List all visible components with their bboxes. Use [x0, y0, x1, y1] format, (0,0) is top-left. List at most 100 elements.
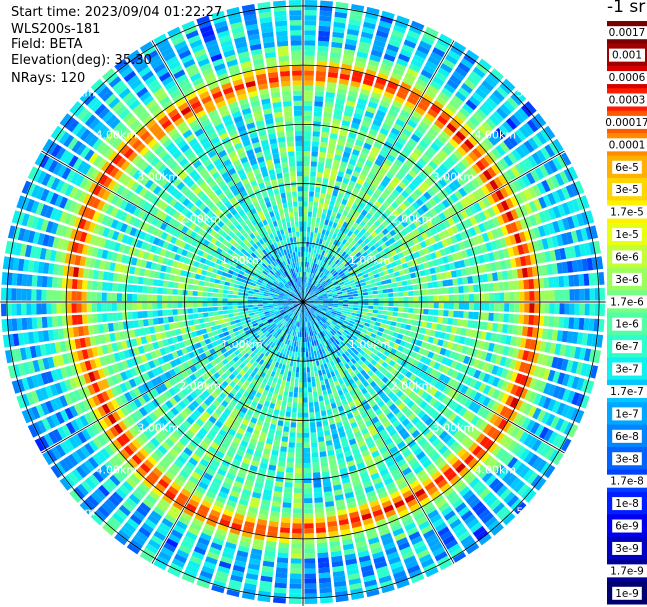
- range-bin: [460, 451, 471, 462]
- range-bin: [552, 205, 562, 219]
- range-bin: [538, 315, 545, 326]
- range-bin: [372, 349, 379, 355]
- range-bin: [397, 312, 404, 318]
- range-bin: [491, 164, 501, 175]
- range-bin: [422, 315, 429, 321]
- range-bin: [329, 423, 337, 430]
- range-bin: [294, 320, 297, 326]
- range-bin: [314, 310, 320, 315]
- range-bin: [386, 412, 395, 420]
- range-bin: [303, 357, 306, 363]
- range-bin: [470, 329, 477, 338]
- range-bin: [408, 182, 417, 192]
- range-bin: [324, 287, 330, 291]
- range-bin: [352, 290, 358, 294]
- range-bin: [339, 226, 346, 232]
- range-bin: [330, 428, 338, 435]
- range-bin: [329, 540, 341, 548]
- range-bin: [447, 49, 461, 61]
- range-bin: [408, 365, 416, 373]
- range-bin: [547, 431, 558, 445]
- range-bin: [318, 359, 323, 366]
- range-bin: [475, 87, 488, 100]
- range-bin: [362, 311, 368, 316]
- range-bin: [356, 102, 366, 111]
- range-bin: [518, 401, 528, 413]
- range-bin: [448, 455, 459, 466]
- range-bin: [475, 529, 489, 542]
- range-bin: [366, 407, 374, 415]
- range-bin: [305, 261, 307, 267]
- range-bin: [422, 247, 430, 255]
- range-bin: [478, 340, 485, 350]
- range-bin: [377, 523, 389, 532]
- range-bin: [363, 298, 369, 302]
- range-bin: [289, 340, 293, 346]
- range-bin: [425, 26, 439, 37]
- range-bin: [565, 184, 575, 198]
- range-bin: [323, 486, 332, 493]
- range-bin: [321, 250, 326, 256]
- range-bin: [413, 308, 419, 314]
- range-bin: [341, 347, 347, 353]
- range-bin: [303, 161, 310, 167]
- range-bin: [316, 65, 327, 72]
- range-bin: [385, 86, 397, 95]
- range-bin: [427, 260, 435, 268]
- range-bin: [457, 506, 470, 517]
- range-bin: [441, 272, 447, 280]
- range-bin: [386, 551, 400, 561]
- range-bin: [311, 257, 315, 264]
- range-bin: [289, 437, 296, 443]
- range-bin: [303, 306, 305, 312]
- range-bin: [279, 410, 286, 417]
- range-bin: [492, 217, 500, 227]
- range-bin: [333, 239, 338, 246]
- range-bin: [339, 129, 348, 137]
- range-bin: [288, 335, 292, 341]
- range-bin: [334, 339, 340, 345]
- range-bin: [367, 363, 374, 370]
- range-bin: [274, 404, 281, 411]
- range-bin: [362, 216, 370, 224]
- range-bin: [362, 292, 368, 296]
- range-bin: [389, 149, 399, 158]
- range-bin: [499, 451, 510, 463]
- range-bin: [398, 307, 404, 312]
- range-bin: [364, 579, 378, 588]
- range-bin: [347, 501, 357, 509]
- range-bin: [373, 306, 379, 310]
- range-bin: [357, 231, 364, 239]
- range-bin: [304, 85, 314, 91]
- range-bin: [394, 197, 403, 206]
- range-bin: [574, 289, 580, 301]
- range-bin: [362, 517, 374, 526]
- range-bin: [327, 295, 333, 298]
- range-bin: [352, 448, 360, 455]
- range-bin: [352, 375, 359, 382]
- range-bin: [309, 283, 312, 289]
- range-bin: [344, 205, 351, 213]
- range-bin: [383, 188, 392, 196]
- range-bin: [557, 372, 566, 385]
- range-bin: [424, 164, 434, 174]
- range-bin: [426, 275, 433, 282]
- range-bin: [316, 350, 320, 356]
- range-bin: [404, 186, 413, 195]
- range-bin: [310, 371, 315, 377]
- range-bin: [328, 418, 335, 425]
- range-bin: [307, 316, 311, 322]
- range-bin: [307, 299, 313, 301]
- ppi-bins: [1, 0, 605, 604]
- range-bin: [286, 406, 292, 413]
- range-bin: [361, 387, 368, 395]
- range-bin: [333, 302, 339, 304]
- range-bin: [409, 91, 421, 101]
- range-bin: [385, 481, 396, 491]
- range-bin: [348, 304, 354, 307]
- range-bin: [368, 467, 378, 476]
- range-bin: [322, 296, 328, 299]
- range-bin: [569, 345, 577, 359]
- range-bin: [347, 348, 353, 355]
- range-bin: [518, 191, 528, 203]
